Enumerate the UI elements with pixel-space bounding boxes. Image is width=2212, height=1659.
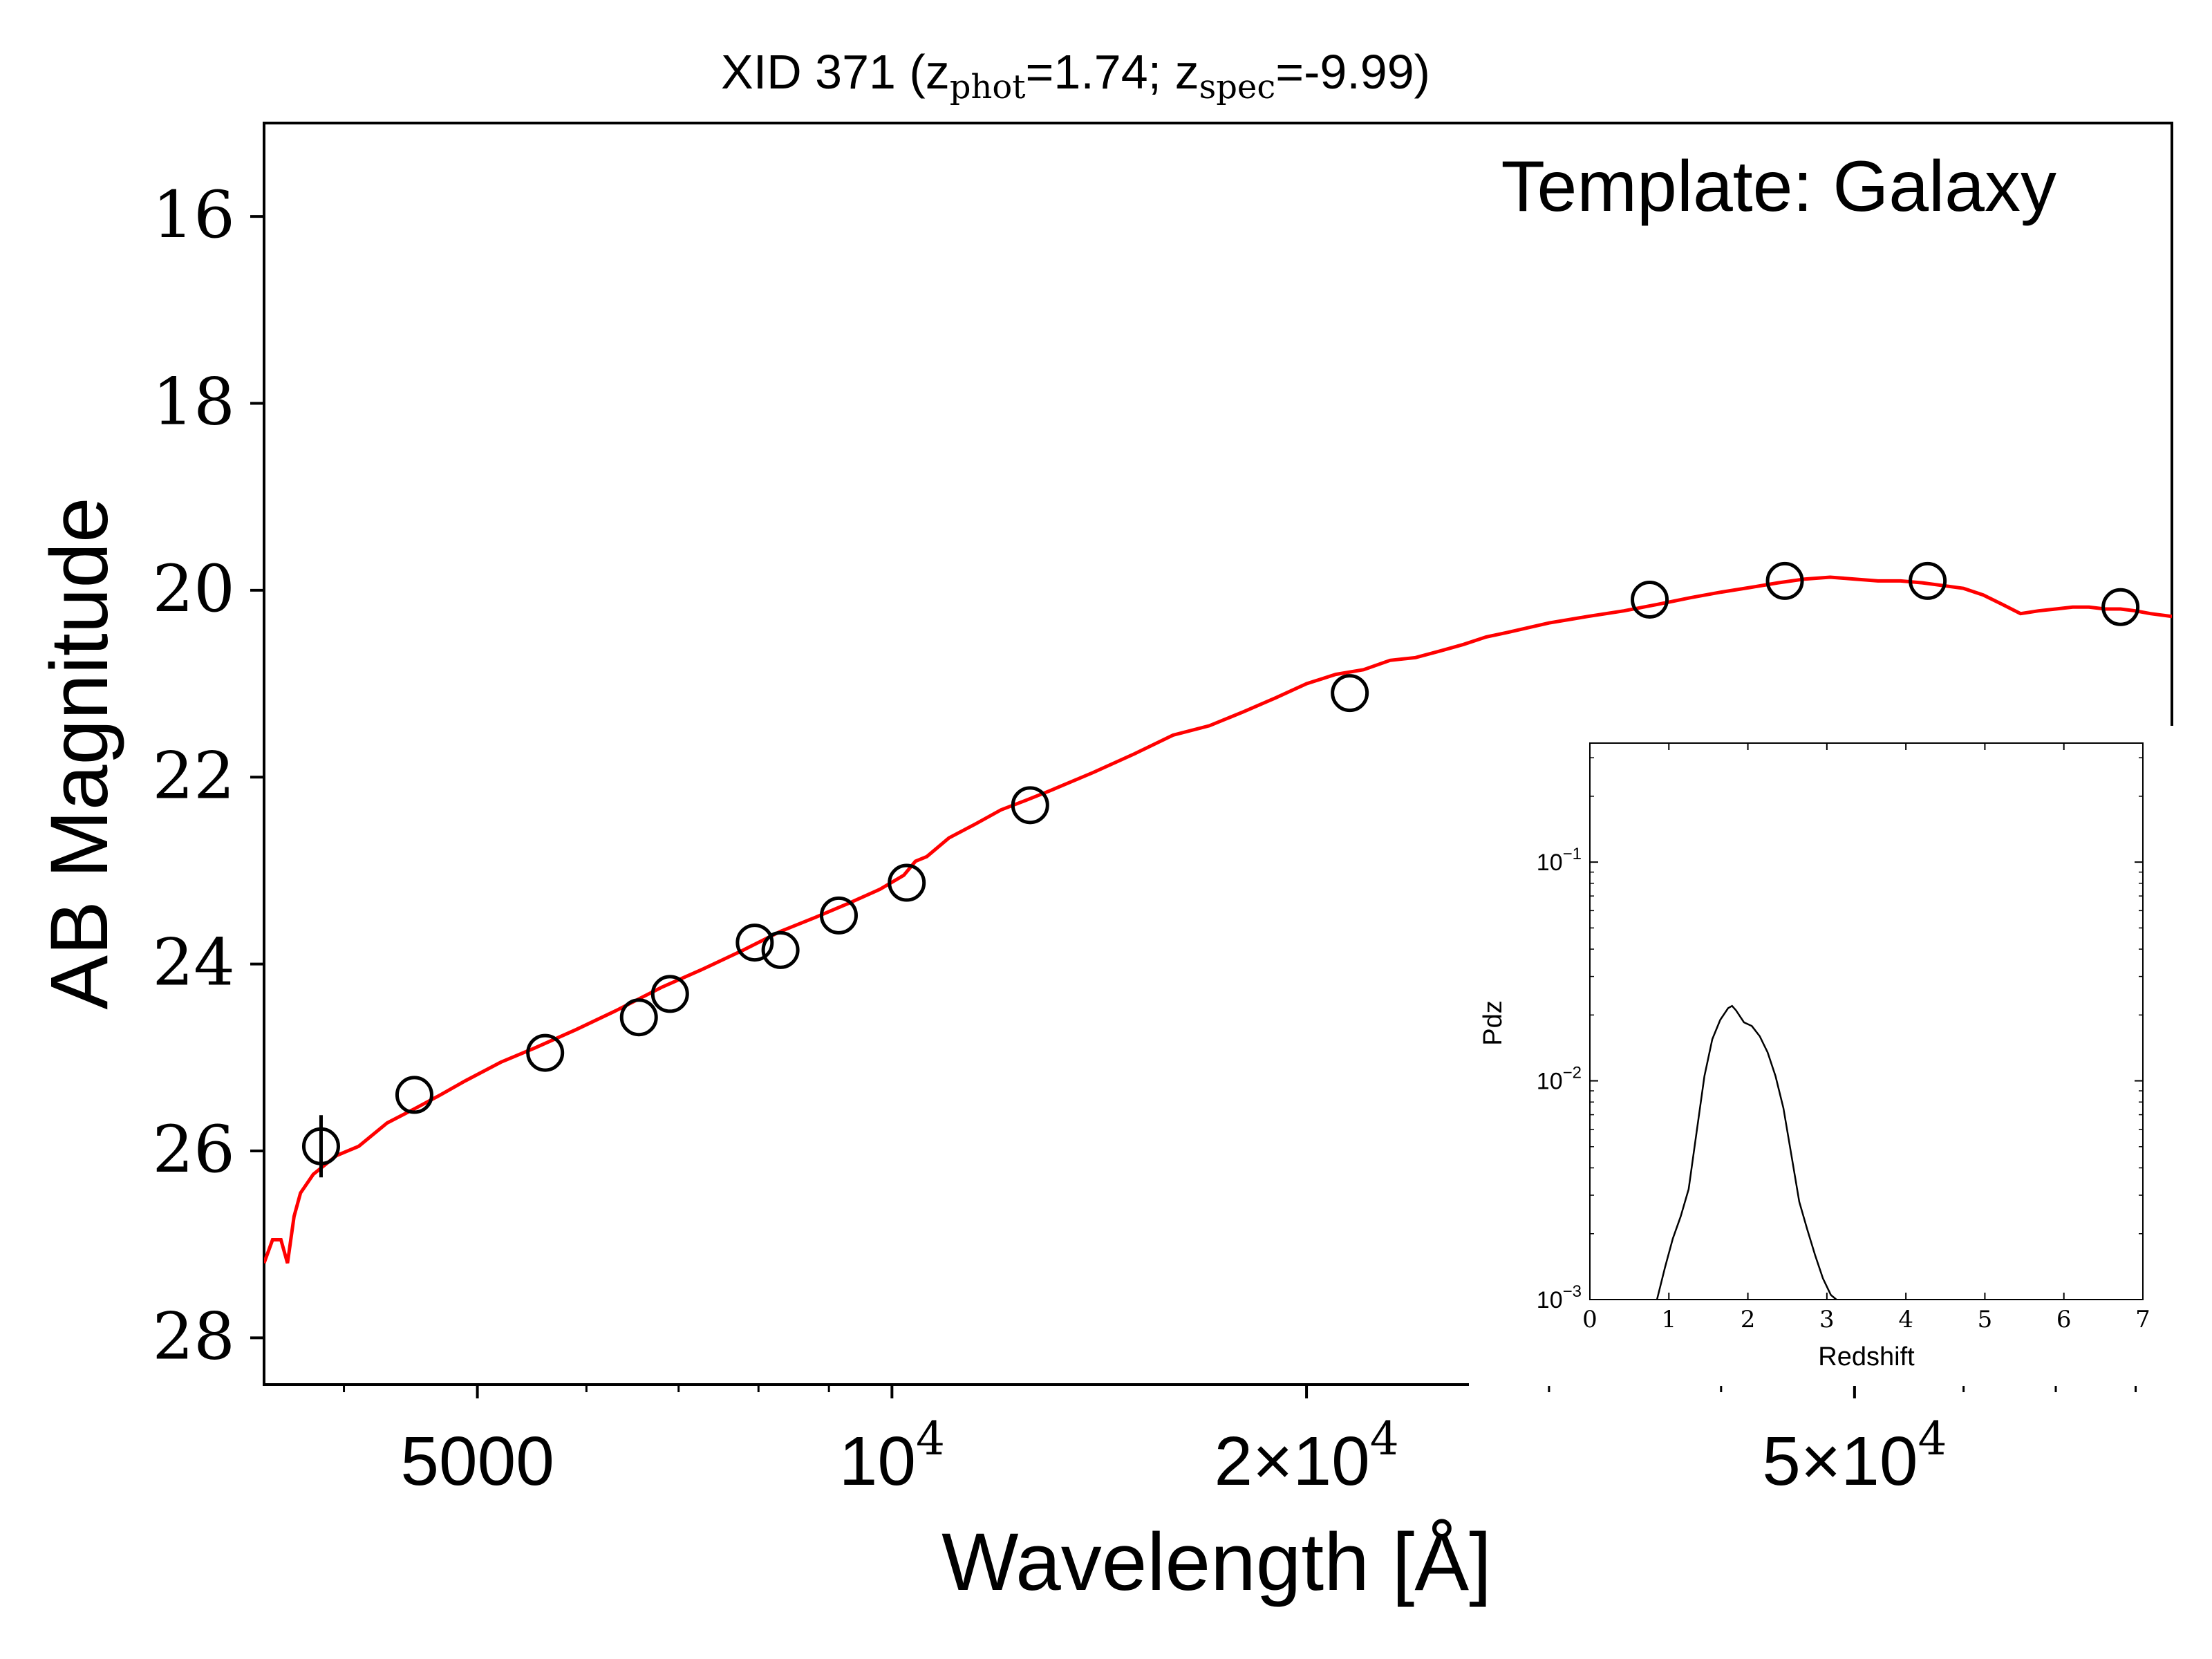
photometry-point <box>888 863 926 902</box>
inset-x-tick-label: 6 <box>2056 1306 2072 1333</box>
photometry-point <box>650 975 689 1013</box>
x-tick-label: 5000 <box>400 1423 554 1500</box>
y-tick-label: 28 <box>152 1299 235 1374</box>
y-axis-label: AB Magnitude <box>34 497 125 1009</box>
photometry-point <box>1331 674 1369 713</box>
chart-title: XID 371 (zphot=1.74; zspec=-9.99) <box>721 45 1430 106</box>
model-template-line <box>264 575 2172 1264</box>
photometry-point <box>761 930 800 969</box>
inset-x-tick-label: 1 <box>1661 1306 1676 1333</box>
photometry-point <box>735 924 774 962</box>
inset-x-tick-label: 2 <box>1741 1306 1756 1333</box>
photometry-point <box>619 998 658 1037</box>
observed-points <box>301 561 2140 1178</box>
photometry-point <box>1631 580 1669 619</box>
inset-frame <box>1589 742 2144 1300</box>
pdz-curve <box>1656 1004 1837 1300</box>
y-tick-label: 24 <box>152 926 235 1001</box>
photometry-point <box>819 896 858 935</box>
x-tick-label: 5×104 <box>1762 1412 1947 1500</box>
y-tick-label: 22 <box>152 738 235 814</box>
photometry-point <box>1011 786 1049 825</box>
y-tick-label: 18 <box>152 365 235 440</box>
inset-background <box>1469 726 2181 1386</box>
inset-x-tick-label: 7 <box>2135 1306 2150 1333</box>
photometry-point <box>301 1127 340 1165</box>
template-annotation: Template: Galaxy <box>1501 147 2056 227</box>
inset-x-tick-label: 4 <box>1898 1306 1913 1333</box>
inset-x-tick-label: 0 <box>1582 1306 1597 1333</box>
y-tick-label: 20 <box>152 552 235 627</box>
inset-x-tick-label: 5 <box>1978 1306 1993 1333</box>
x-tick-label: 2×104 <box>1214 1412 1398 1500</box>
photometry-point <box>395 1076 433 1114</box>
inset-x-label: Redshift <box>1818 1342 1915 1371</box>
photometry-point <box>526 1033 565 1072</box>
photometry-point <box>1765 561 1804 600</box>
x-axis-label: Wavelength [Å] <box>941 1517 1492 1608</box>
inset-axis-ticks: 0 1 2 3 4 5 6 7 10−1 10−2 10−3 <box>1537 743 2150 1333</box>
inset-y-tick-label: 10−1 <box>1537 845 1582 876</box>
inset-x-tick-label: 3 <box>1819 1306 1835 1333</box>
photometry-point <box>1909 561 1947 600</box>
y-tick-label: 16 <box>152 178 235 253</box>
inset-y-tick-label: 10−2 <box>1537 1064 1582 1095</box>
inset-y-label: Pdz <box>1479 1000 1508 1045</box>
inset-y-tick-label: 10−3 <box>1537 1282 1582 1313</box>
photometry-point <box>2101 588 2140 626</box>
y-tick-label: 26 <box>152 1112 235 1188</box>
x-tick-label: 104 <box>839 1412 945 1500</box>
